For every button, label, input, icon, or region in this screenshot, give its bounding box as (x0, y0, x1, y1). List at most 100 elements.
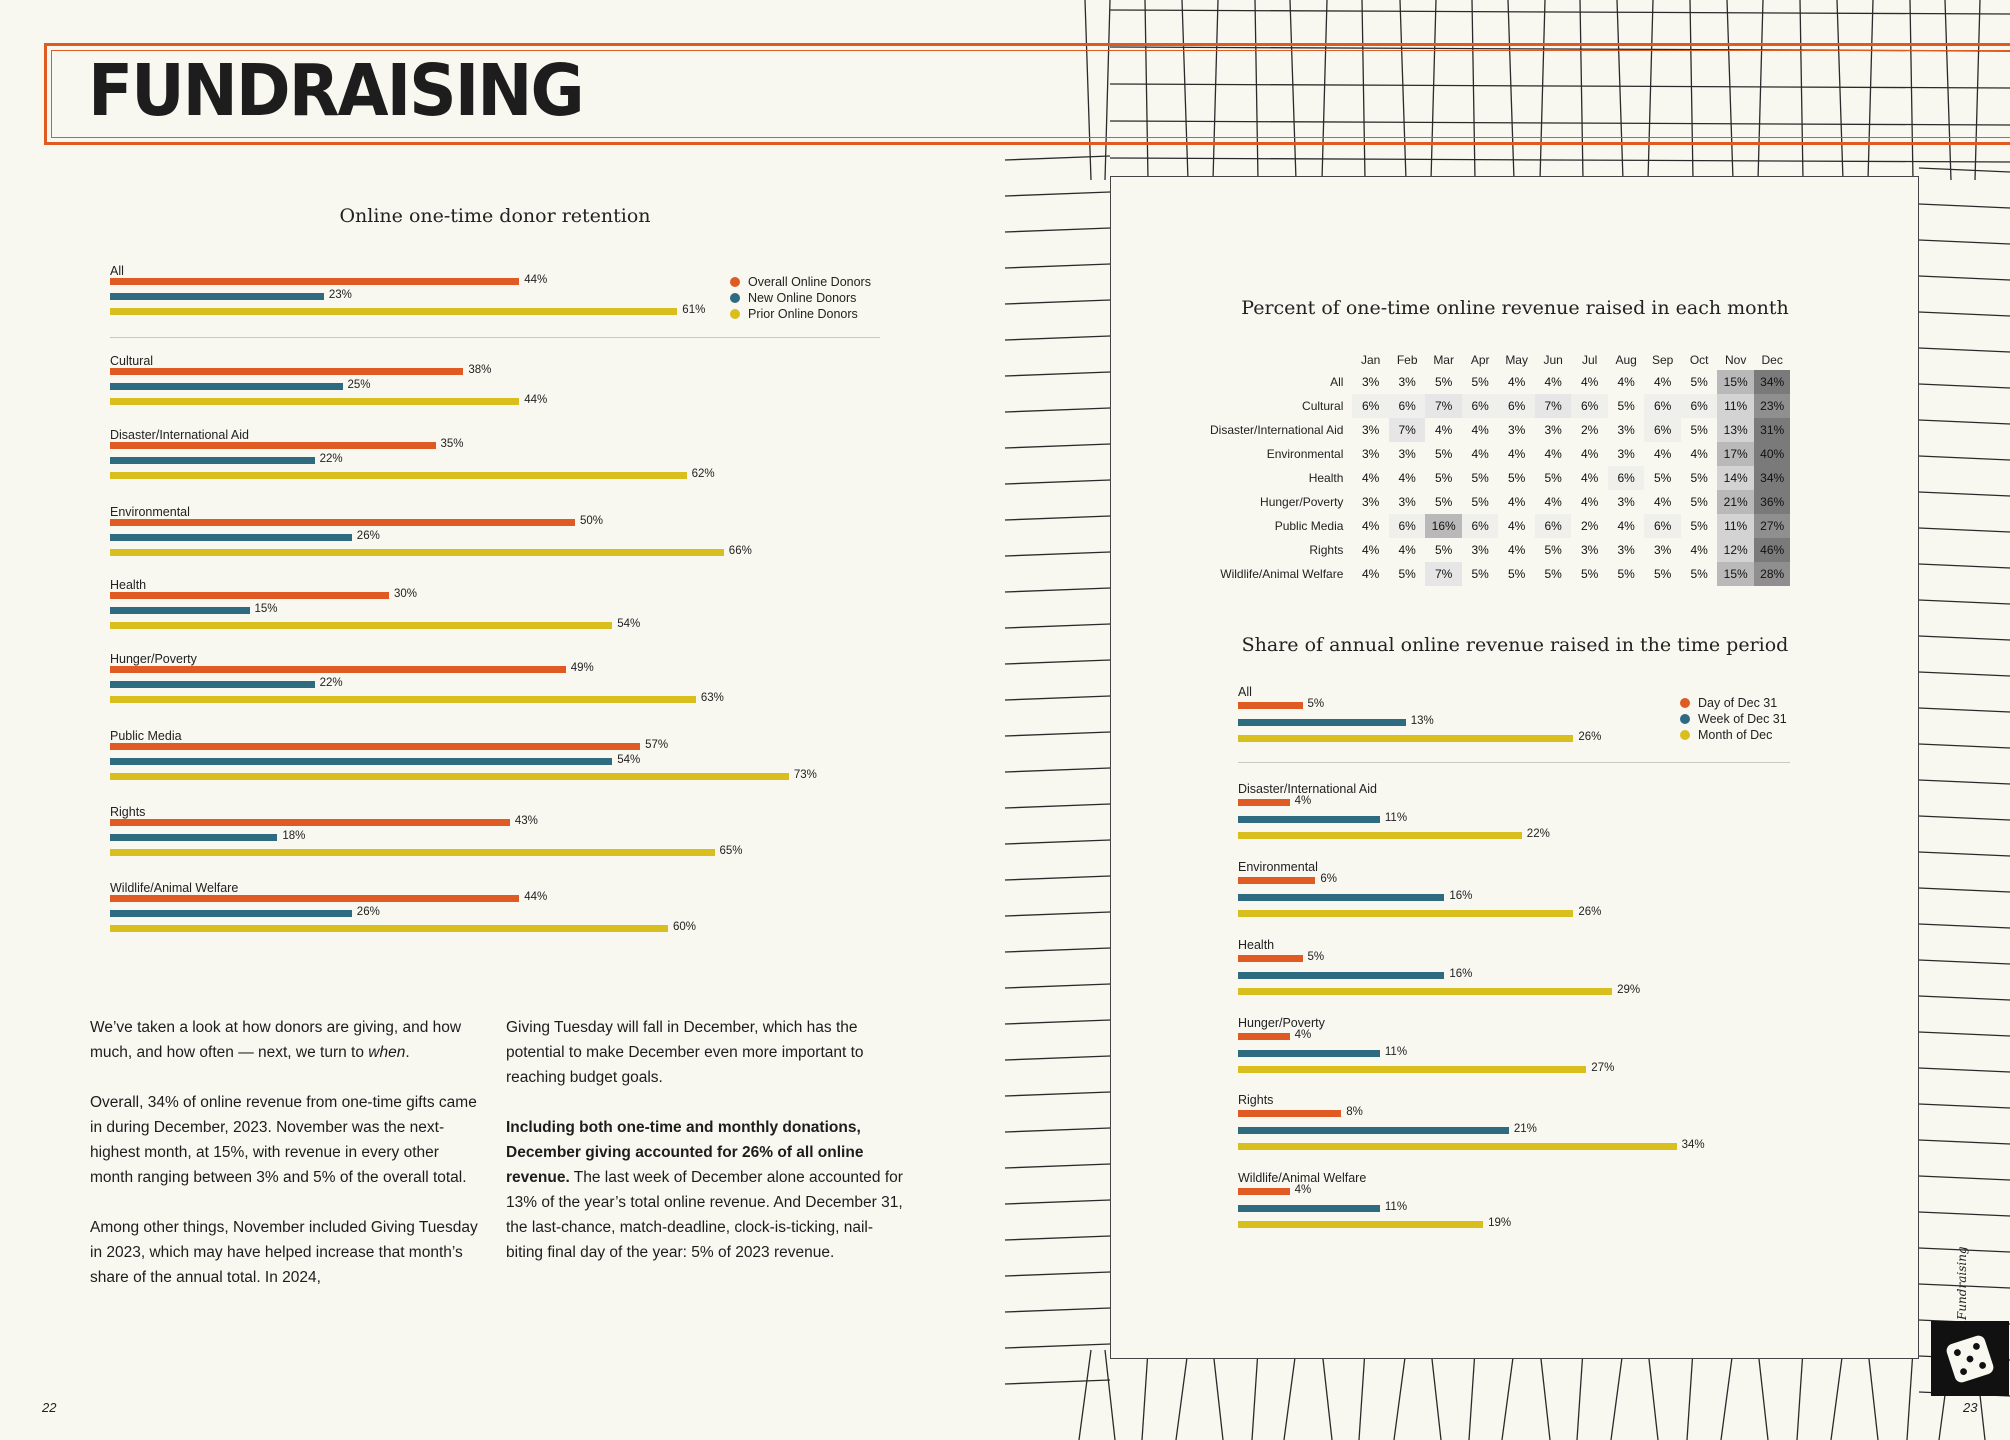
bar-prior (110, 398, 520, 405)
heatmap-cell: 5% (1690, 471, 1708, 485)
heatmap-cell: 4% (1361, 567, 1380, 581)
paragraph: Overall, 34% of online revenue from one-… (90, 1094, 477, 1186)
heatmap-cell: 13% (1717, 418, 1754, 442)
heatmap-cell: 4% (1653, 495, 1672, 509)
paragraph: Including both one-time and monthly dona… (506, 1115, 906, 1265)
grid-line (1918, 815, 2010, 821)
heatmap-cell: 6% (1388, 514, 1426, 538)
legend-label: Overall Online Donors (748, 275, 871, 289)
heatmap-cell: 7% (1388, 418, 1426, 442)
bar-new (110, 681, 315, 688)
grid-line (1610, 1349, 1624, 1440)
grid-line (1918, 383, 2010, 389)
heatmap-cell: 5% (1690, 567, 1708, 581)
grid-line (1918, 923, 2010, 929)
heatmap-cell: 4% (1653, 375, 1672, 389)
legend-label: Month of Dec (1698, 728, 1773, 742)
legend-item: Month of Dec (1680, 727, 1787, 743)
legend-label: Week of Dec 31 (1698, 712, 1787, 726)
heatmap-cell: 2% (1580, 519, 1599, 533)
value-label: 49% (570, 662, 594, 674)
heatmap-cell: 5% (1617, 399, 1635, 413)
heatmap-cell: 4% (1690, 447, 1708, 461)
grid-line (1212, 1349, 1224, 1440)
grid-line (1796, 1349, 1804, 1440)
heatmap-cell: 36% (1753, 490, 1791, 514)
grid-line (1144, 0, 1149, 181)
value-label: 25% (347, 379, 371, 391)
heatmap-cell: 4% (1507, 543, 1526, 557)
value-label: 5% (1307, 951, 1325, 963)
page-number-left: 22 (42, 1400, 57, 1415)
grid-line (1004, 1199, 1111, 1205)
heatmap-cell: 3% (1617, 495, 1635, 509)
legend-dot-orange (1680, 698, 1690, 708)
category-label: Rights (1238, 1093, 1274, 1107)
bar-overall (110, 819, 510, 826)
value-label: 22% (1526, 828, 1550, 840)
value-label: 54% (617, 754, 641, 766)
grid-line (1471, 0, 1476, 181)
heatmap-column-label: Oct (1689, 353, 1709, 367)
value-label: 66% (728, 545, 752, 557)
heatmap-cell: 5% (1580, 567, 1599, 581)
grid-line (1918, 563, 2010, 569)
heatmap-cell: 6% (1461, 394, 1499, 418)
heatmap-column-label: Jun (1543, 353, 1563, 367)
grid-line (1004, 1307, 1111, 1313)
value-label: 4% (1294, 1184, 1312, 1196)
bar-new (110, 293, 324, 300)
bar-new (110, 457, 315, 464)
legend-dot-blue (1680, 714, 1690, 724)
grid-line (1004, 839, 1111, 845)
heatmap-column-label: Jul (1581, 353, 1598, 367)
heatmap-cell: 5% (1434, 495, 1453, 509)
heatmap-cell: 4% (1617, 519, 1635, 533)
grid-line (1918, 275, 2010, 281)
heatmap-row: Public Media 4% 6% 16% 6% 4% 6% 2% 4% 6% 5% 11% 27% (1210, 514, 1791, 538)
category-label: All (110, 264, 124, 278)
grid-line (1539, 0, 1546, 181)
value-label: 54% (617, 618, 641, 630)
paragraph: Giving Tuesday will fall in December, wh… (506, 1019, 864, 1086)
heatmap-cell: 46% (1753, 538, 1791, 562)
value-label: 19% (1488, 1217, 1512, 1229)
grid-line (1918, 707, 2010, 713)
heatmap-cell: 3% (1507, 423, 1526, 437)
bar-day-dec31 (1238, 1110, 1342, 1117)
heatmap-cell: 14% (1717, 466, 1754, 490)
grid-line (1004, 407, 1111, 413)
value-label: 22% (319, 677, 343, 689)
bar-overall (110, 442, 436, 449)
value-label: 34% (1681, 1139, 1705, 1151)
grid-line (1254, 0, 1259, 181)
heatmap-cell: 21% (1717, 490, 1754, 514)
heatmap-cell: 6% (1644, 418, 1681, 442)
grid-line (1004, 479, 1111, 485)
value-label: 44% (524, 394, 548, 406)
grid-line (1647, 1349, 1659, 1440)
heatmap-cell: 5% (1690, 375, 1708, 389)
heatmap-cell: 3% (1617, 423, 1635, 437)
bar-day-dec31 (1238, 799, 1290, 806)
heatmap-cell: 4% (1398, 543, 1416, 557)
grid-line (1501, 1349, 1515, 1440)
bar-prior (110, 696, 696, 703)
heatmap-cell: 5% (1471, 567, 1489, 581)
category-label: All (1238, 685, 1252, 699)
grid-line (1726, 0, 1734, 181)
heatmap-column-label: Jan (1360, 353, 1381, 367)
category-label: Wildlife/Animal Welfare (110, 881, 239, 895)
bar-week-dec31 (1238, 1049, 1380, 1057)
grid-line (1078, 1349, 1092, 1440)
grid-line (1004, 191, 1111, 197)
grid-line (1004, 695, 1111, 701)
grid-line (1918, 1031, 2010, 1037)
heatmap-cell: 3% (1653, 543, 1672, 557)
grid-line (1468, 1349, 1476, 1440)
grid-line (1918, 1283, 2010, 1289)
grid-line (1004, 1235, 1111, 1241)
heatmap-cell: 4% (1507, 495, 1526, 509)
heatmap-cell: 4% (1580, 447, 1599, 461)
grid-line (1004, 1271, 1111, 1277)
